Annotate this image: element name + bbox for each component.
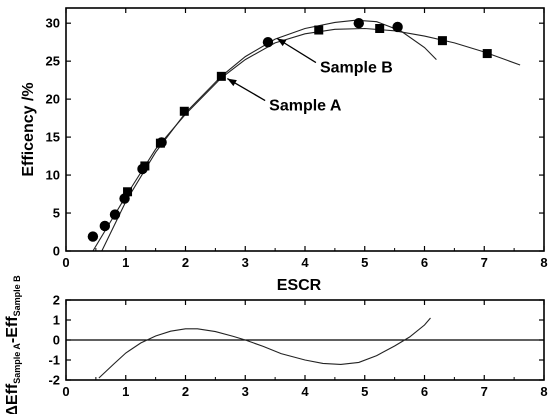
x-tick-label: 8 [540,384,547,399]
circle-marker [392,21,403,33]
y-tick-label: 5 [53,206,60,221]
x-tick-label: 5 [361,255,368,270]
y-axis-title: Efficency /% [20,82,37,176]
y-tick-label: 15 [46,130,60,145]
y-title-sub1: Sample A [12,343,22,384]
x-tick-label: 4 [301,255,309,270]
y-tick-label: 0 [53,333,60,348]
y-tick-label: 20 [46,92,60,107]
square-marker [140,161,150,171]
square-marker [123,187,133,197]
x-tick-label: 6 [421,384,428,399]
y-title-sub2: Sample B [12,275,22,317]
y-tick-label: 1 [53,313,60,328]
y-tick-label: -1 [48,353,60,368]
x-tick-label: 5 [361,384,368,399]
x-tick-label: 2 [182,384,189,399]
y-tick-label: 10 [46,168,60,183]
annotation-label: Sample B [320,60,393,77]
y-title-delta: ΔEff [4,383,21,414]
arrow-head [276,38,287,47]
square-marker [375,24,385,34]
circle-marker [353,17,364,29]
difference-y-axis-title: ΔEffSample A-EffSample B [4,275,22,414]
y-tick-label: 25 [46,54,60,69]
x-tick-label: 4 [301,384,309,399]
circle-marker [262,36,274,48]
square-marker [437,36,447,46]
square-marker [155,138,165,148]
x-tick-label: 1 [122,255,129,270]
circle-marker [87,231,99,242]
x-tick-label: 0 [62,384,69,399]
circle-marker [99,220,111,232]
x-tick-label: 0 [62,255,69,270]
square-marker [216,71,226,81]
square-marker [482,49,492,59]
difference-curve [98,317,431,379]
square-marker [314,25,324,35]
square-marker [179,106,189,116]
x-tick-label: 8 [540,255,547,270]
circle-marker [109,209,121,220]
arrow-head [227,78,237,87]
x-tick-label: 3 [242,384,249,399]
efficiency-chart: Sample B Sample A 0 1 2 3 4 5 6 7 8 0 5 10 15 20 25 30 ESC… [20,7,548,294]
plot-frame [65,7,545,252]
x-tick-label: 7 [481,255,488,270]
y-tick-label: 2 [53,293,60,308]
difference-chart: 0 1 2 3 4 5 6 7 8 -2 -1 0 1 2 ΔEffSample A-EffSample B [4,275,548,414]
x-axis-title: ESCR [277,277,322,294]
y-tick-label: -2 [48,373,60,388]
x-tick-label: 1 [122,384,129,399]
fit-curve-1 [101,19,437,252]
y-tick-label: 30 [46,16,60,31]
x-tick-label: 3 [242,255,249,270]
y-title-minus: -Eff [4,316,21,343]
annotation-label: Sample A [269,98,342,115]
y-tick-label: 0 [53,244,60,259]
x-tick-label: 7 [481,384,488,399]
x-tick-label: 6 [421,255,428,270]
x-tick-label: 2 [182,255,189,270]
